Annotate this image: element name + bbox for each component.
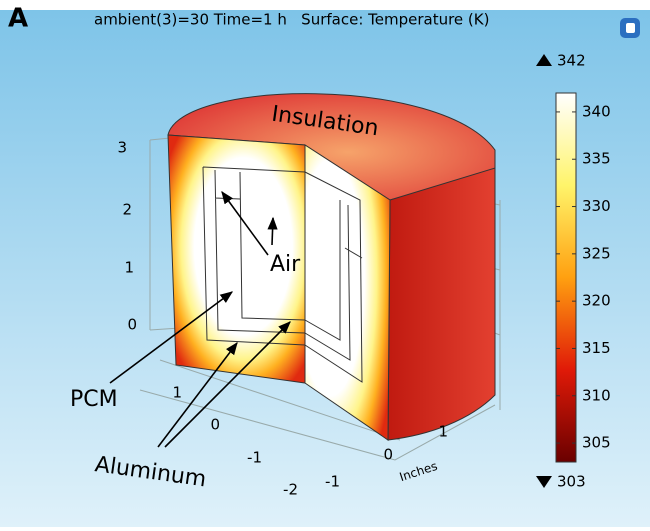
colorbar bbox=[556, 93, 576, 462]
axis-tick-label: 1 bbox=[438, 423, 448, 441]
colorbar-tick-label: 320 bbox=[582, 292, 611, 310]
axis-tick-label: 1 bbox=[172, 384, 182, 402]
axis-tick-label: -2 bbox=[283, 481, 298, 499]
axis-tick-label: 0 bbox=[210, 416, 220, 434]
colorbar-tick-label: 330 bbox=[582, 197, 611, 215]
colorbar-tick-label: 340 bbox=[582, 102, 611, 120]
figure: A ambient(3)=30 Time=1 h Surface: Temper… bbox=[0, 0, 650, 527]
colorbar-tick-label: 325 bbox=[582, 244, 611, 262]
colorbar-tick-label: 305 bbox=[582, 434, 611, 452]
colorbar-tick-label: 335 bbox=[582, 150, 611, 168]
axis-tick-label: -1 bbox=[325, 473, 340, 491]
panel-label: A bbox=[8, 4, 28, 34]
axis-tick-label: -1 bbox=[247, 449, 262, 467]
axis-tick-label: 0 bbox=[383, 446, 393, 464]
header: ambient(3)=30 Time=1 h Surface: Temperat… bbox=[94, 11, 489, 29]
label-pcm: PCM bbox=[70, 387, 118, 412]
axis-tick-label: 2 bbox=[122, 201, 132, 219]
axis-tick-label: 1 bbox=[124, 259, 134, 277]
top-strip bbox=[0, 0, 650, 10]
colorbar-tick-label: 310 bbox=[582, 386, 611, 404]
axis-tick-label: 0 bbox=[127, 316, 137, 334]
cylinder-side bbox=[388, 168, 495, 440]
colorbar-max: 342 bbox=[557, 52, 586, 70]
app-icon bbox=[620, 18, 640, 38]
label-air: Air bbox=[270, 252, 301, 277]
axis-tick-label: 3 bbox=[117, 139, 127, 157]
colorbar-tick-label: 315 bbox=[582, 339, 611, 357]
colorbar-min: 303 bbox=[557, 473, 586, 491]
